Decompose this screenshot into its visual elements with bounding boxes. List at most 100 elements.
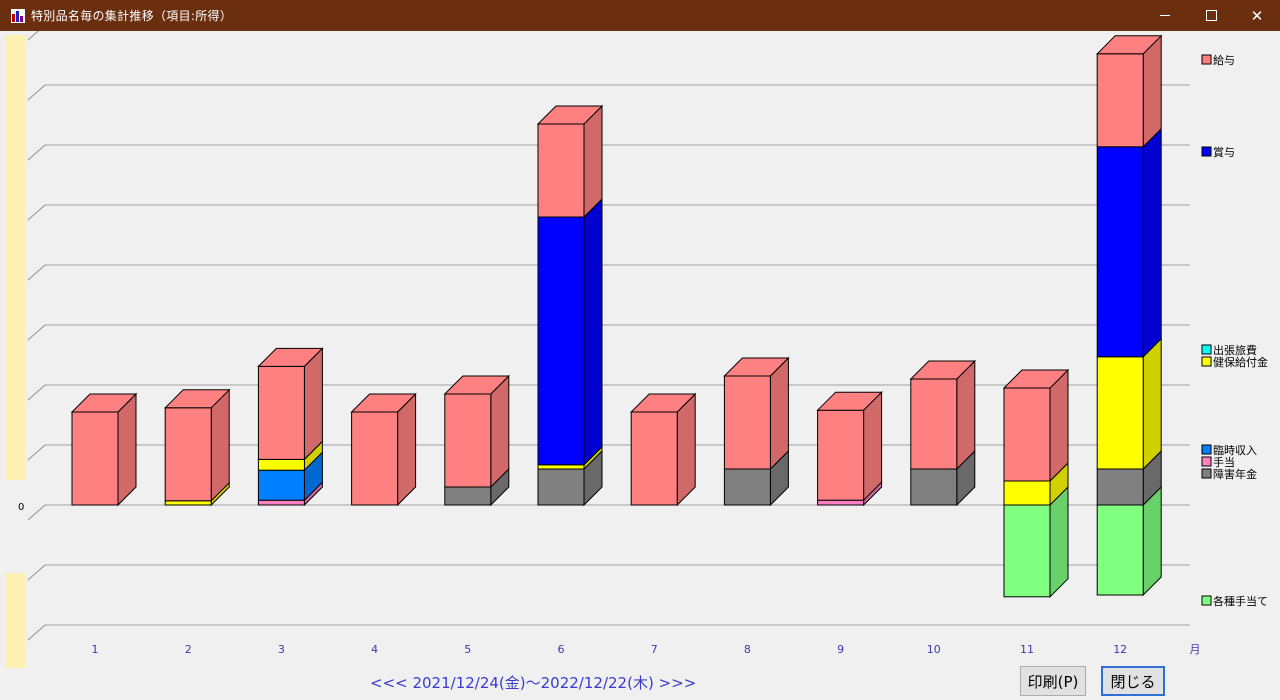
bar-segment [351, 411, 399, 506]
bar-side [210, 388, 230, 503]
bar-side [397, 392, 417, 507]
maximize-icon [1205, 10, 1217, 21]
bar-top [350, 393, 417, 413]
legend-swatch [1201, 444, 1212, 455]
gridline-wall [27, 144, 46, 161]
bar-segment [1096, 356, 1144, 470]
close-button[interactable]: 閉じる [1101, 666, 1165, 696]
bar-segment [444, 486, 492, 506]
legend-label: 臨時収入 [1213, 444, 1257, 457]
x-tick-label: 3 [278, 643, 285, 656]
bar-side [583, 197, 603, 467]
bar-top [909, 360, 977, 380]
minimize-icon [1160, 15, 1170, 16]
gridline-wall [27, 444, 46, 461]
x-tick-label: 1 [92, 643, 99, 656]
x-tick-label: 6 [558, 643, 565, 656]
bar-segment [257, 499, 305, 506]
bar-segment [1096, 504, 1144, 596]
bar-side [1142, 485, 1162, 597]
x-tick-label: 12 [1113, 643, 1127, 656]
bar-segment [723, 468, 771, 506]
bar-segment [910, 468, 958, 506]
bar-side [583, 104, 603, 219]
close-window-button[interactable]: ✕ [1234, 0, 1280, 31]
gridline-wall [27, 264, 46, 281]
x-tick-label: 8 [744, 643, 751, 656]
date-range-navigator[interactable]: <<< 2021/12/24(金)～2022/12/22(木) >>> [370, 674, 697, 692]
legend-swatch [1201, 146, 1212, 157]
bar-segment [1003, 480, 1051, 506]
gridline-wall [27, 624, 46, 641]
bar-top [163, 389, 231, 409]
x-tick-label: 7 [651, 643, 658, 656]
bar-segment [817, 409, 865, 501]
gridline-wall [27, 204, 46, 221]
bar-segment [537, 216, 585, 466]
bar-top [816, 391, 883, 411]
gridline-wall [27, 31, 39, 41]
maximize-button[interactable] [1188, 0, 1234, 31]
bar-segment [630, 411, 678, 506]
bar-side [117, 392, 137, 507]
bar-segment [71, 411, 119, 506]
gridline-wall [27, 564, 46, 581]
bar-segment [723, 375, 771, 470]
bar-side [303, 347, 323, 461]
bar-segment [537, 123, 585, 218]
bar-top [1002, 369, 1070, 389]
bar-top [443, 375, 511, 395]
bar-segment [257, 458, 305, 471]
bar-side [1049, 368, 1069, 483]
x-tick-label: 11 [1020, 643, 1034, 656]
left-strip-bottom [5, 573, 25, 668]
chart-area: 0 1 2 3 4 5 6 7 8 9 10 11 12 月各種手当て 障害年金 手当 臨時収入 健保給付金 出張旅… [0, 31, 1280, 700]
legend-label: 各種手当て [1213, 594, 1268, 608]
x-tick-label: 2 [185, 643, 192, 656]
minimize-button[interactable] [1142, 0, 1188, 31]
legend-label: 給与 [1213, 53, 1235, 67]
legend-swatch [1201, 344, 1212, 355]
bar-side [676, 392, 696, 507]
bar-top [257, 347, 324, 367]
bar-segment [164, 407, 212, 502]
stacked-bar-chart: 01 2 3 4 5 6 7 8 9 10 11 12 月各種手当て障害年金手当臨時収入健保給付金出張旅… [5, 31, 1268, 668]
legend-swatch [1201, 456, 1212, 467]
bar-segment [257, 365, 305, 460]
print-button[interactable]: 印刷(P) [1020, 666, 1086, 696]
bar-segment [1096, 468, 1144, 506]
legend-swatch [1201, 468, 1212, 479]
legend-swatch [1201, 54, 1212, 65]
bar-side [490, 374, 510, 489]
x-tick-label: 9 [837, 643, 844, 656]
gridline-wall [27, 324, 46, 341]
window-title: 特別品名毎の集計推移（項目:所得） [31, 9, 233, 23]
bar-side [1049, 485, 1069, 599]
gridline-wall [27, 84, 46, 101]
bar-side [769, 356, 789, 471]
close-icon: ✕ [1250, 6, 1264, 25]
legend-label: 障害年金 [1213, 467, 1257, 481]
chart-app-icon [11, 8, 25, 23]
x-unit-label: 月 [1190, 643, 1201, 656]
bar-side [956, 359, 976, 471]
bar-segment [164, 500, 212, 506]
bar-segment [817, 499, 865, 506]
bar-side [1142, 337, 1162, 471]
bar-segment [1003, 504, 1051, 598]
title-bar: 特別品名毎の集計推移（項目:所得） ✕ [0, 0, 1280, 31]
bar-segment [910, 378, 958, 470]
legend-swatch [1201, 356, 1212, 367]
legend-label: 手当 [1213, 455, 1235, 469]
bar-top [1095, 35, 1163, 55]
left-strip-top [5, 35, 25, 480]
gridline-wall [27, 504, 46, 521]
bar-segment [257, 469, 305, 501]
bar-top [723, 357, 790, 377]
bar-side [1142, 127, 1162, 359]
x-tick-label: 4 [371, 643, 378, 656]
bar-side [863, 390, 883, 502]
y-zero-label: 0 [18, 502, 24, 513]
x-tick-label: 10 [927, 643, 941, 656]
x-tick-label: 5 [464, 643, 471, 656]
